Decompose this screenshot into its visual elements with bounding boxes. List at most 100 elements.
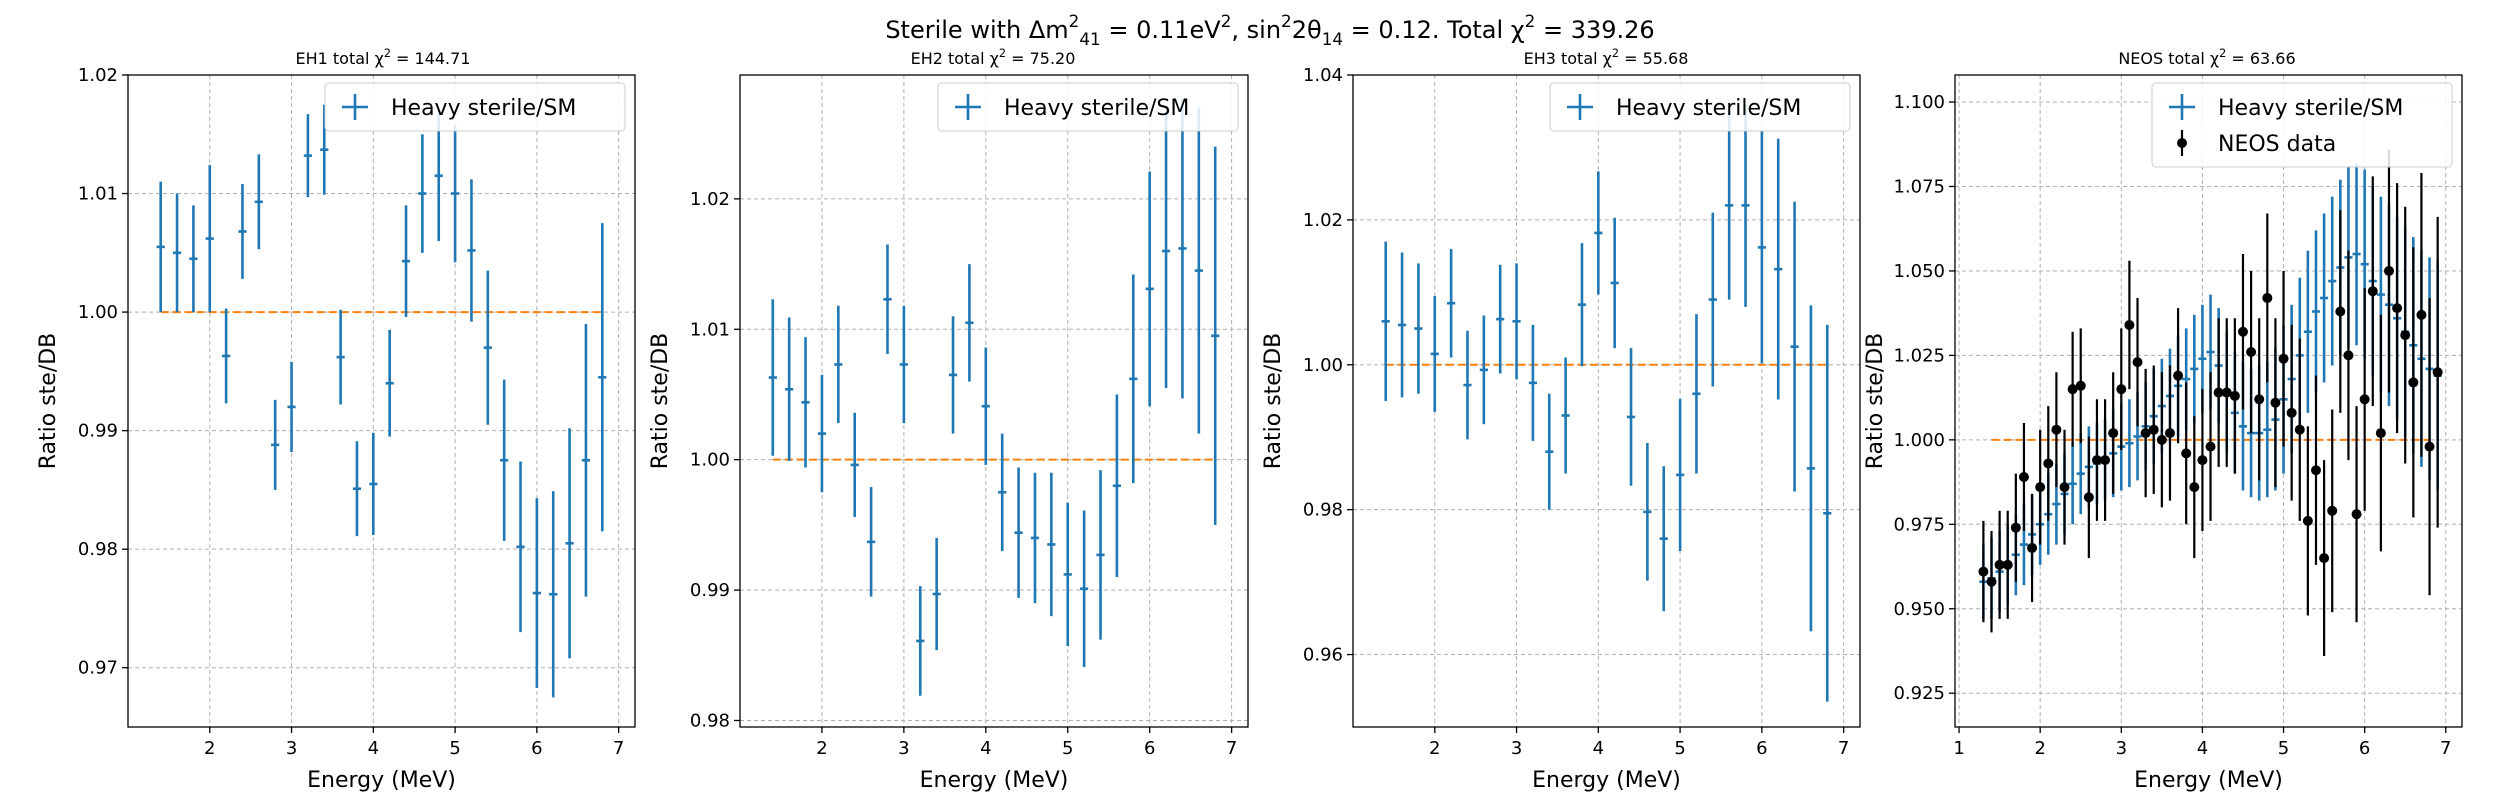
y-tick-label: 1.00 [690, 450, 730, 471]
data-point [2091, 455, 2102, 466]
data-point [2416, 309, 2427, 320]
x-axis-label: Energy (MeV) [2134, 768, 2283, 793]
y-tick-label: 0.975 [1893, 514, 1945, 535]
data-point [2059, 482, 2070, 493]
y-tick-label: 0.96 [1303, 645, 1343, 666]
data-point [2294, 424, 2305, 435]
series-model [1381, 103, 1832, 702]
data-point [2067, 384, 2078, 395]
data-point [2197, 455, 2208, 466]
y-tick-label: 0.950 [1893, 599, 1945, 620]
x-axis-label: Energy (MeV) [307, 768, 456, 793]
text-part: 41 [1079, 29, 1100, 49]
y-tick-label: 0.99 [78, 421, 118, 442]
y-axis-label: Ratio ste/DB [648, 333, 673, 470]
legend-label: Heavy sterile/SM [391, 96, 576, 121]
x-tick-label: 7 [2440, 738, 2451, 759]
data-point [2221, 387, 2232, 398]
data-point [2237, 326, 2248, 337]
data-point [2164, 428, 2175, 439]
panel-title: NEOS total χ2 = 63.66 [2118, 47, 2295, 68]
panel-title: EH2 total χ2 = 75.20 [911, 47, 1076, 68]
legend-marker-data [2177, 138, 2187, 148]
x-axis-label: Energy (MeV) [1532, 768, 1681, 793]
text-part: = 75.20 [1006, 49, 1075, 68]
panel-title: EH3 total χ2 = 55.68 [1524, 47, 1689, 68]
x-tick-label: 5 [1674, 738, 1685, 759]
data-point [2400, 330, 2411, 341]
x-tick-label: 7 [1226, 738, 1237, 759]
data-point [2246, 347, 2257, 358]
legend-frame [324, 82, 626, 132]
panel-4: 1 2 3 4 5 6 7 0.925 0.950 0.975 1.000 1.025 1.050 1.0… [1863, 47, 2463, 793]
legend-frame [937, 82, 1239, 132]
x-axis-label: Energy (MeV) [920, 768, 1069, 793]
ticks: 2 3 4 5 6 7 0.96 0.98 1.00 1.02 1.04 [1303, 65, 1849, 759]
data-point [2043, 458, 2054, 469]
y-tick-label: 1.100 [1893, 92, 1945, 113]
data-point [2383, 265, 2394, 276]
y-axis-label: Ratio ste/DB [36, 333, 61, 470]
text-part: = 63.66 [2226, 49, 2295, 68]
ticks: 2 3 4 5 6 7 0.97 0.98 0.99 1.00 1.01 1.02 [78, 65, 624, 759]
data-point [2229, 390, 2240, 401]
x-tick-label: 5 [2278, 738, 2289, 759]
legend-label: NEOS data [2218, 132, 2336, 157]
legend-label: Heavy sterile/SM [2218, 96, 2403, 121]
data-point [2075, 380, 2086, 391]
x-tick-label: 7 [613, 738, 624, 759]
text-part: = 339.26 [1535, 16, 1654, 44]
legend: Heavy sterile/SM NEOS data [2151, 82, 2453, 168]
data-point [2254, 394, 2265, 405]
data-point [2408, 377, 2419, 388]
text-part: 2 [2219, 47, 2226, 60]
x-tick-label: 6 [1144, 738, 1155, 759]
data-point [2010, 522, 2021, 533]
text-part: EH1 total χ [295, 49, 383, 68]
ticks: 1 2 3 4 5 6 7 0.925 0.950 0.975 1.000 1.025 1.050 1.0… [1893, 92, 2451, 759]
y-tick-label: 1.01 [690, 319, 730, 340]
text-part: EH2 total χ [911, 49, 999, 68]
y-tick-label: 1.02 [78, 65, 118, 86]
x-tick-label: 4 [980, 738, 991, 759]
data-point [2424, 441, 2435, 452]
data-point [2083, 492, 2094, 503]
grid [1353, 74, 1860, 727]
y-tick-label: 0.98 [690, 710, 730, 731]
data-point [2189, 482, 2200, 493]
y-tick-label: 1.075 [1893, 176, 1945, 197]
data-point [2359, 394, 2370, 405]
text-part: 2 [999, 47, 1006, 60]
series-model [768, 98, 1220, 696]
y-tick-label: 0.925 [1893, 683, 1945, 704]
plot-area [768, 98, 1220, 696]
y-tick-label: 0.97 [78, 658, 118, 679]
data-point [1994, 559, 2005, 570]
legend-label: Heavy sterile/SM [1004, 96, 1189, 121]
x-tick-label: 5 [1062, 738, 1073, 759]
y-tick-label: 1.00 [1303, 355, 1343, 376]
legend: Heavy sterile/SM [937, 82, 1239, 132]
panel-title: EH1 total χ2 = 144.71 [295, 47, 470, 68]
data-point [2270, 397, 2281, 408]
data-point [2100, 455, 2111, 466]
data-point [2173, 370, 2184, 381]
axes-frame [127, 74, 636, 728]
grid [740, 75, 1248, 727]
x-tick-label: 6 [2359, 738, 2370, 759]
text-part: 14 [1322, 29, 1343, 49]
data-point [2148, 424, 2159, 435]
data-point [2286, 407, 2297, 418]
text-part: NEOS total χ [2118, 49, 2219, 68]
panel-2: 2 3 4 5 6 7 0.98 0.99 1.00 1.01 1.02 Energy (MeV) Ra… [648, 47, 1249, 793]
legend: Heavy sterile/SM [324, 82, 626, 132]
data-point [2278, 353, 2289, 364]
legend: Heavy sterile/SM [1549, 82, 1851, 132]
data-point [2205, 441, 2216, 452]
text-part: = 55.68 [1619, 49, 1688, 68]
text-part: 2 [1525, 11, 1536, 31]
x-tick-label: 3 [898, 738, 909, 759]
text-part: 2 [384, 47, 391, 60]
plot-area [1978, 149, 2443, 657]
